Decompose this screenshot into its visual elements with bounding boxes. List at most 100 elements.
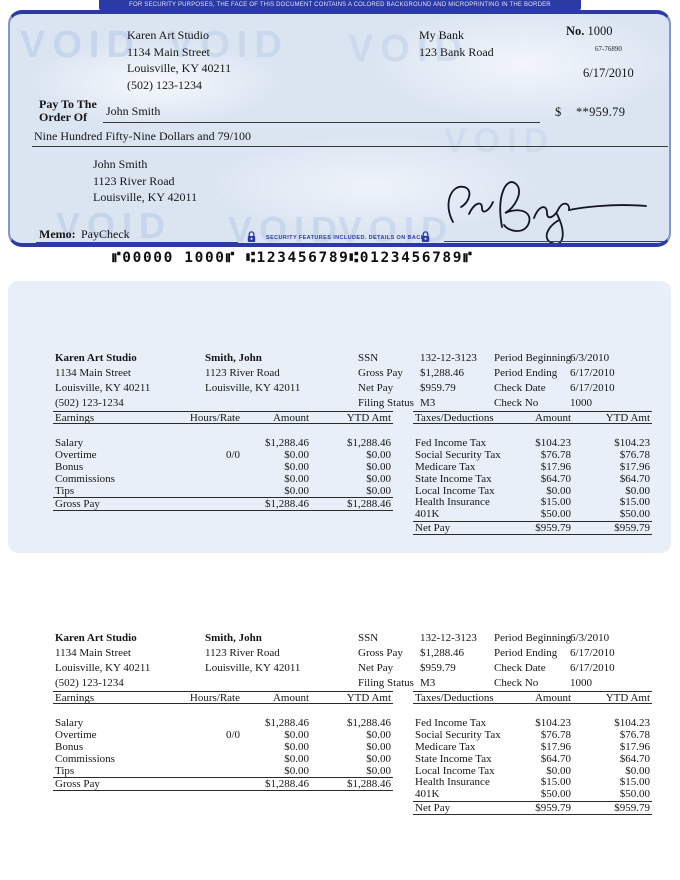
check-number: No. 1000 <box>566 24 613 39</box>
info-value: $959.79 <box>420 662 456 674</box>
taxes-row: Social Security Tax $76.78 $76.78 <box>415 728 650 741</box>
info-label: Period Beginning <box>494 352 572 364</box>
lock-icon <box>247 231 256 242</box>
signature-line <box>444 241 666 242</box>
info-value: 132-12-3123 <box>420 632 477 644</box>
stub-employee-address2: Louisville, KY 42011 <box>205 382 301 394</box>
column-header: YTD Amt <box>605 411 650 424</box>
earnings-row: Salary $1,288.46 $1,288.46 <box>55 717 391 729</box>
info-value: 6/17/2010 <box>570 647 615 659</box>
info-label: Check No <box>494 397 539 409</box>
column-header: Amount <box>272 691 309 704</box>
amount-numeric: **959.79 <box>576 105 626 119</box>
earnings-row: Commissions $0.00 $0.00 <box>55 472 391 485</box>
stub-employee-address1: 1123 River Road <box>205 367 280 379</box>
signature <box>447 181 647 243</box>
memo-value: PayCheck <box>81 227 130 241</box>
payee-address-block: John Smith 1123 River Road Louisville, K… <box>93 156 197 206</box>
column-header: YTD Amt <box>346 411 391 424</box>
info-value: $959.79 <box>420 382 456 394</box>
check-number-label: No. <box>566 24 585 38</box>
info-value: 6/3/2010 <box>570 632 610 644</box>
earnings-table: Earnings Hours/Rate Amount YTD Amt Salar… <box>53 411 393 511</box>
info-label: Period Beginning <box>494 632 572 644</box>
payee-address2: Louisville, KY 42011 <box>93 190 198 204</box>
earnings-header-row: Earnings Hours/Rate Amount YTD Amt <box>53 691 393 704</box>
bank-name: My Bank <box>419 28 464 42</box>
pay-to-line1: Pay To The <box>39 97 97 111</box>
info-label: Gross Pay <box>358 647 403 659</box>
taxes-row: Local Income Tax $0.00 $0.00 <box>415 484 650 497</box>
info-label: Check Date <box>494 662 546 674</box>
stub-company-address1: 1134 Main Street <box>55 647 131 659</box>
void-watermark: VOID <box>228 209 345 247</box>
earnings-header-row: Earnings Hours/Rate Amount YTD Amt <box>53 411 393 424</box>
column-header: Amount <box>272 411 309 424</box>
taxes-row: State Income Tax $64.70 $64.70 <box>415 472 650 485</box>
info-label: Net Pay <box>358 662 394 674</box>
earnings-row: Overtime 0/0 $0.00 $0.00 <box>55 728 391 741</box>
taxes-row: Health Insurance $15.00 $15.00 <box>415 776 650 789</box>
info-label: Check No <box>494 677 539 689</box>
stub-period-values: 6/3/2010 6/17/2010 6/17/2010 1000 <box>570 631 615 691</box>
taxes-row: Local Income Tax $0.00 $0.00 <box>415 764 650 777</box>
stub-employee-address2: Louisville, KY 42011 <box>205 662 301 674</box>
earnings-row: Commissions $0.00 $0.00 <box>55 752 391 765</box>
memo-label: Memo: <box>39 227 76 241</box>
stub-company-address1: 1134 Main Street <box>55 367 131 379</box>
taxes-table: Taxes/Deductions Amount YTD Amt Fed Inco… <box>413 411 652 535</box>
earnings-row: Tips $0.00 $0.00 <box>55 484 391 497</box>
check-date: 6/17/2010 <box>583 66 634 80</box>
check-company-block: Karen Art Studio 1134 Main Street Louisv… <box>127 27 231 93</box>
lock-icon <box>421 231 430 242</box>
stub-employee-name: Smith, John <box>205 632 262 644</box>
stub-company-address2: Louisville, KY 40211 <box>55 382 151 394</box>
info-value: 1000 <box>570 677 592 689</box>
pay-to-order-label: Pay To The Order Of <box>39 98 97 123</box>
stub-info-values: 132-12-3123 $1,288.46 $959.79 M3 <box>420 631 477 691</box>
void-watermark: VOID <box>56 205 173 246</box>
stub-company-address2: Louisville, KY 40211 <box>55 662 151 674</box>
check-company-phone: (502) 123-1234 <box>127 77 202 92</box>
pay-stub-2: Karen Art Studio 1134 Main Street Louisv… <box>0 631 680 816</box>
void-watermark: VOID <box>20 24 141 66</box>
info-value: M3 <box>420 677 436 689</box>
taxes-total-row: Net Pay $959.79 $959.79 <box>413 801 652 815</box>
taxes-header-row: Taxes/Deductions Amount YTD Amt <box>413 411 652 424</box>
stub-employee-block: Smith, John 1123 River Road Louisville, … <box>205 351 300 396</box>
check: VOID VOID VOID VOID VOID VOID VOID Karen… <box>8 10 671 247</box>
earnings-row: Overtime 0/0 $0.00 $0.00 <box>55 448 391 461</box>
stub-company-phone: (502) 123-1234 <box>55 397 124 409</box>
column-header: Earnings <box>55 411 95 424</box>
earnings-row: Tips $0.00 $0.00 <box>55 764 391 777</box>
taxes-row: 401K $50.00 $50.00 <box>415 508 650 521</box>
memo-underline <box>36 242 238 243</box>
check-company-address1: 1134 Main Street <box>127 44 210 59</box>
column-header: Amount <box>534 691 571 704</box>
taxes-row: Social Security Tax $76.78 $76.78 <box>415 448 650 461</box>
stub-company-block: Karen Art Studio 1134 Main Street Louisv… <box>55 631 150 691</box>
micr-line: ⑈00000 1000⑈ ⑆123456789⑆0123456789⑈ <box>112 250 474 266</box>
column-header: Taxes/Deductions <box>415 411 494 424</box>
bank-address: 123 Bank Road <box>419 44 494 59</box>
bank-block: My Bank 123 Bank Road <box>419 27 494 60</box>
info-label: SSN <box>358 352 379 364</box>
taxes-row: 401K $50.00 $50.00 <box>415 788 650 801</box>
info-value: $1,288.46 <box>420 367 464 379</box>
info-label: Gross Pay <box>358 367 403 379</box>
stub-period-labels: Period Beginning Period Ending Check Dat… <box>494 351 571 411</box>
column-header: Amount <box>534 411 571 424</box>
pay-stub-1: Karen Art Studio 1134 Main Street Louisv… <box>0 351 680 536</box>
taxes-header-row: Taxes/Deductions Amount YTD Amt <box>413 691 652 704</box>
stub-company-block: Karen Art Studio 1134 Main Street Louisv… <box>55 351 150 411</box>
info-label: Period Ending <box>494 367 558 379</box>
taxes-row: Health Insurance $15.00 $15.00 <box>415 496 650 509</box>
stub-info-labels: SSN Gross Pay Net Pay Filing Status <box>358 631 414 691</box>
taxes-row: Medicare Tax $17.96 $17.96 <box>415 460 650 473</box>
earnings-row: Salary $1,288.46 $1,288.46 <box>55 437 391 449</box>
security-note: SECURITY FEATURES INCLUDED. DETAILS ON B… <box>266 235 425 241</box>
earnings-table: Earnings Hours/Rate Amount YTD Amt Salar… <box>53 691 393 791</box>
check-company-name: Karen Art Studio <box>127 28 209 42</box>
info-label: Filing Status <box>358 677 414 689</box>
